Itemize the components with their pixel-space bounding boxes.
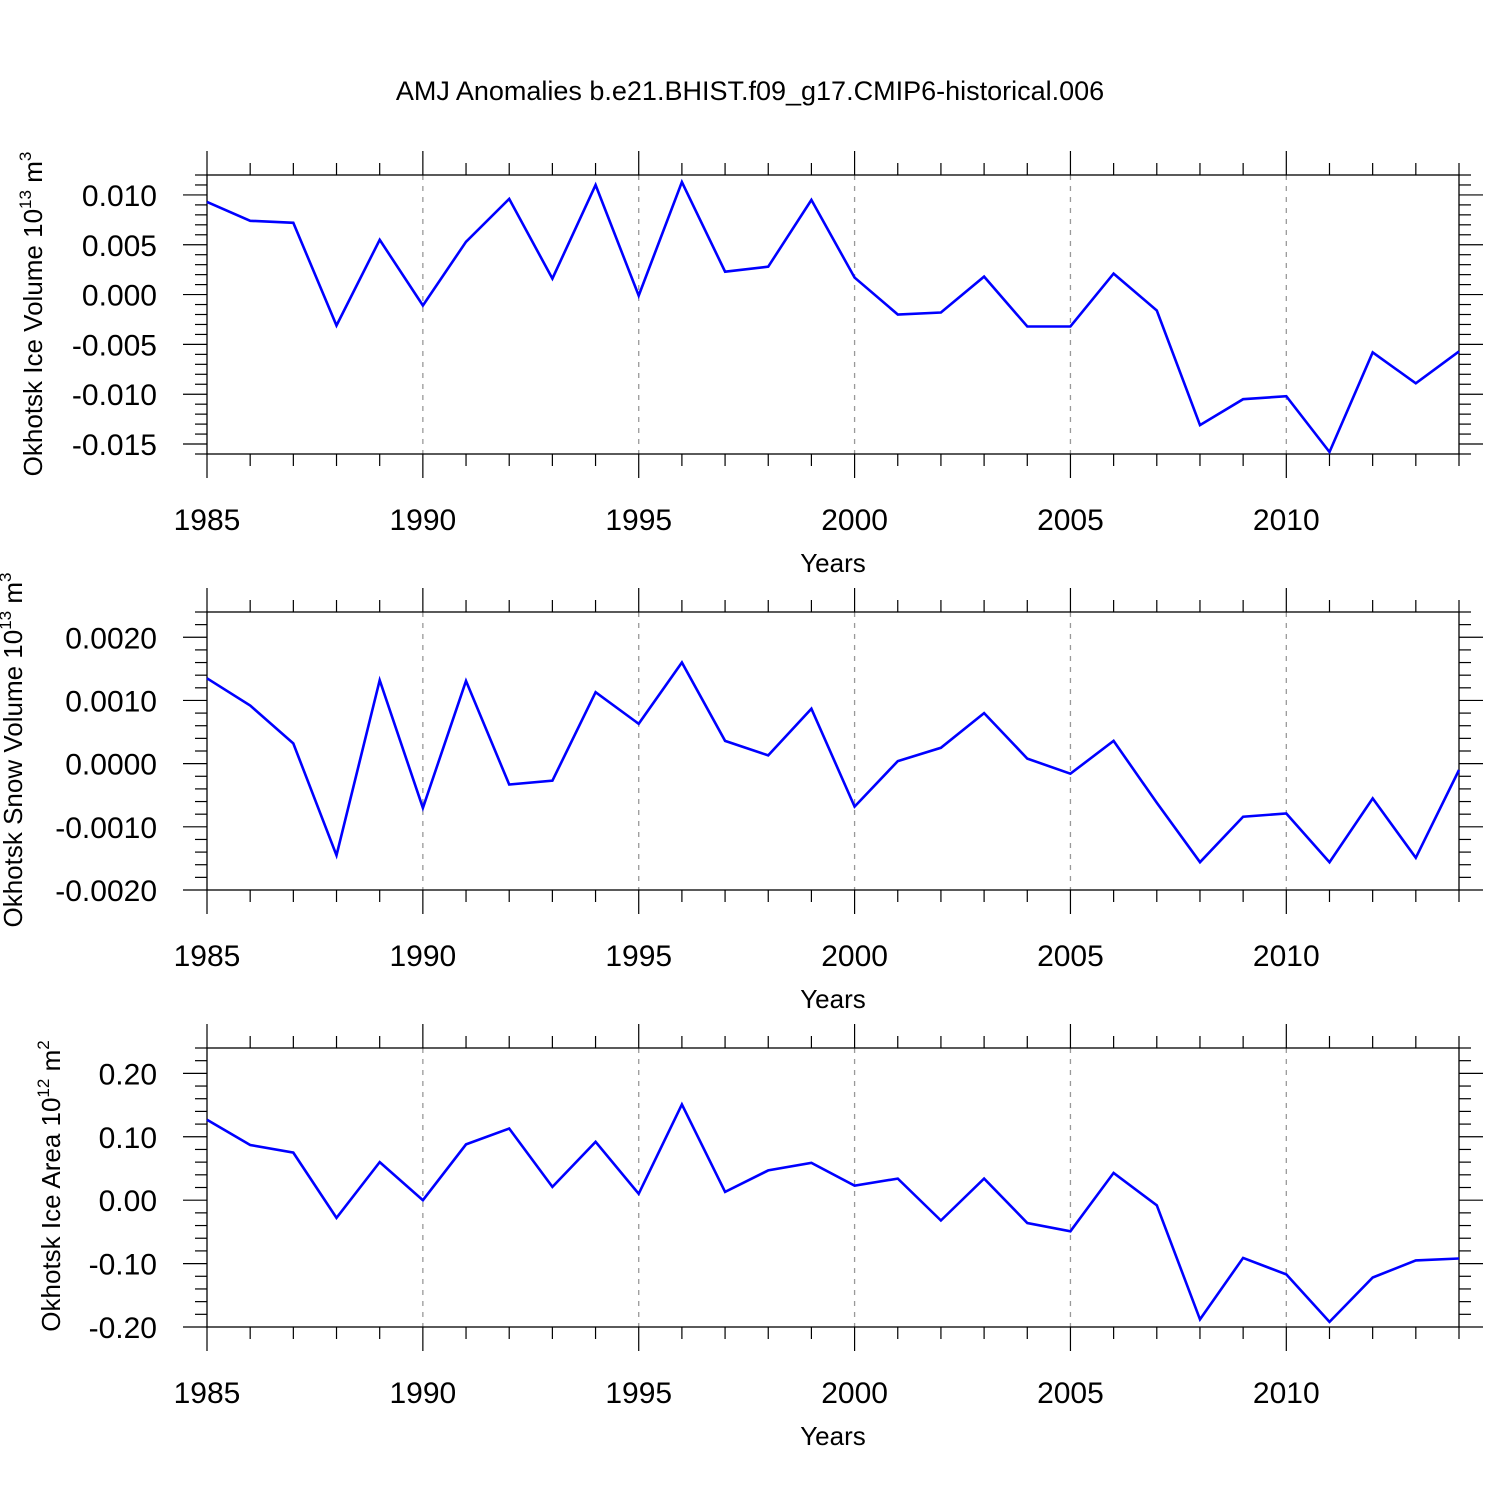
y-axis-title-main: Okhotsk Ice Volume 10 (18, 209, 48, 476)
x-tick-label: 2005 (1037, 504, 1104, 537)
y-axis-title: Okhotsk Snow Volume 1013 m3 (0, 573, 28, 928)
x-tick-label: 2005 (1037, 940, 1104, 973)
x-tick-label: 2000 (821, 504, 888, 537)
y-tick-label: 0.0000 (65, 749, 157, 782)
x-tick-label: 1990 (389, 1377, 456, 1410)
y-tick-label: -0.005 (72, 329, 157, 362)
y-tick-label: 0.0020 (65, 622, 157, 655)
y-tick-label: -0.0010 (55, 812, 157, 845)
x-tick-label: 2010 (1253, 1377, 1320, 1410)
y-tick-label: -0.10 (89, 1249, 157, 1282)
y-axis-title-unit: m (18, 161, 48, 190)
panel-3: 1985 1990 1995 2000 2005 2010 Years -0.20 -0.10 0… (34, 1024, 1483, 1451)
x-tick-label: 1985 (174, 1377, 241, 1410)
y-tick-label: 0.000 (82, 280, 157, 313)
plot-frame (206, 611, 1460, 891)
series-line (206, 660, 1461, 865)
y-tick-label: -0.0020 (55, 875, 157, 908)
y-axis-title: Okhotsk Ice Volume 1013 m3 (16, 152, 48, 477)
y-axis-title-unit-exponent: 3 (16, 152, 35, 161)
y-axis-title-unit: m (36, 1050, 66, 1079)
y-tick-label: 0.0010 (65, 685, 157, 718)
y-tick-label: 0.20 (99, 1058, 157, 1091)
panel-1: 1985 1990 1995 2000 2005 2010 Years -0.015 -0.01… (16, 151, 1483, 578)
x-axis-title: Years (800, 984, 866, 1014)
x-axis-title: Years (800, 548, 866, 578)
panel-2: 1985 1990 1995 2000 2005 2010 Years -0.0020 -0.0… (0, 573, 1483, 1014)
x-tick-label: 1990 (389, 504, 456, 537)
y-axis-title-unit-exponent: 3 (0, 573, 15, 582)
plot-frame (206, 174, 1460, 455)
x-tick-label: 1985 (174, 504, 241, 537)
x-tick-label: 2010 (1253, 940, 1320, 973)
y-tick-label: 0.00 (99, 1185, 157, 1218)
y-axis-title-unit-exponent: 2 (34, 1040, 53, 1049)
y-axis-title: Okhotsk Ice Area 1012 m2 (34, 1040, 66, 1331)
y-axis-title-exponent: 13 (0, 611, 15, 630)
y-axis-title-main: Okhotsk Snow Volume 10 (0, 630, 28, 928)
chart-title: AMJ Anomalies b.e21.BHIST.f09_g17.CMIP6-… (396, 76, 1104, 106)
x-tick-label: 1985 (174, 940, 241, 973)
y-axis-title-unit: m (0, 582, 28, 611)
series-line (206, 178, 1460, 455)
y-tick-label: -0.20 (89, 1312, 157, 1345)
x-tick-label: 1990 (389, 940, 456, 973)
y-axis-title-exponent: 12 (34, 1079, 53, 1098)
x-tick-label: 2005 (1037, 1377, 1104, 1410)
x-tick-label: 2000 (821, 940, 888, 973)
x-axis-title: Years (800, 1421, 866, 1451)
y-tick-label: -0.015 (72, 429, 157, 462)
x-tick-label: 2010 (1253, 504, 1320, 537)
y-tick-label: -0.010 (72, 379, 157, 412)
y-tick-label: 0.10 (99, 1122, 157, 1155)
y-axis-title-main: Okhotsk Ice Area 10 (36, 1098, 66, 1332)
plot-frame (206, 1047, 1460, 1328)
series-line (206, 1101, 1460, 1324)
y-tick-label: 0.010 (82, 180, 157, 213)
x-tick-label: 1995 (605, 504, 672, 537)
x-tick-label: 2000 (821, 1377, 888, 1410)
x-tick-label: 1995 (605, 940, 672, 973)
y-axis-title-exponent: 13 (16, 190, 35, 209)
y-tick-label: 0.005 (82, 230, 157, 263)
x-tick-label: 1995 (605, 1377, 672, 1410)
